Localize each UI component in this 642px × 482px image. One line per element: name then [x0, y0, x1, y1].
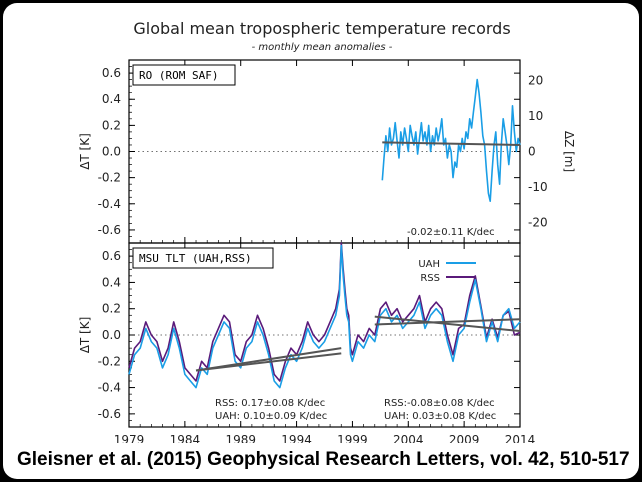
ro-trend-line [382, 141, 521, 146]
msu-series-uah-line [128, 244, 521, 389]
ro-ytick-label: -0.4 [98, 197, 121, 211]
msu-ytick-label: 0.4 [102, 275, 121, 289]
ro-ytick-label: 0.6 [102, 66, 121, 80]
xtick-label: 2004 [393, 433, 424, 443]
ro-panel-label-box [132, 64, 236, 86]
msu-ytick-label: 0.2 [102, 302, 121, 316]
uah-trend-late: UAH: 0.03±0.08 K/dec [384, 411, 496, 422]
ro-series-ro-line [381, 78, 521, 202]
chart-title: Global mean tropospheric temperature rec… [133, 19, 510, 38]
xtick-label: 1984 [170, 433, 201, 443]
msu-ytick-label: -0.2 [98, 354, 121, 368]
ro-ylabel: ΔT [K] [78, 133, 92, 170]
ro-ytick-label: 0.0 [102, 145, 121, 159]
msu-ytick-label: -0.4 [98, 381, 121, 395]
msu-trend-line [374, 318, 521, 326]
xtick-label: 1999 [337, 433, 368, 443]
citation-text: Gleisner et al. (2015) Geophysical Resea… [17, 449, 630, 470]
msu-ytick-label: 0.6 [102, 249, 121, 263]
ro-ylabel-right: ΔZ [m] [562, 131, 576, 172]
ro-ytick-label: -0.6 [98, 223, 121, 237]
ro-ytick-right-label: -10 [528, 180, 548, 194]
xtick-label: 1994 [281, 433, 312, 443]
legend-label-uah: UAH [418, 259, 440, 270]
ro-ytick-label: -0.2 [98, 171, 121, 185]
uah-trend-early: UAH: 0.10±0.09 K/dec [215, 411, 327, 422]
msu-ytick-label: 0.0 [102, 328, 121, 342]
xtick-label: 2014 [505, 433, 536, 443]
ro-ytick-right-label: 20 [528, 73, 543, 87]
ro-panel-label: RO (ROM SAF) [139, 69, 218, 82]
ro-ytick-label: 0.4 [102, 92, 121, 106]
msu-trend-line [195, 352, 342, 372]
msu-panel-label: MSU TLT (UAH,RSS) [139, 252, 252, 265]
legend-label-rss: RSS [420, 273, 440, 284]
slide: Global mean tropospheric temperature rec… [3, 3, 639, 479]
ro-ytick-right-label: 0 [528, 145, 536, 159]
rss-trend-late: RSS:-0.08±0.08 K/dec [384, 398, 495, 409]
msu-panel-label-box [132, 247, 274, 269]
ro-ytick-right-label: 10 [528, 109, 543, 123]
rss-trend-early: RSS: 0.17±0.08 K/dec [215, 398, 325, 409]
temperature-chart: Global mean tropospheric temperature rec… [78, 19, 576, 443]
ro-trend-annotation: -0.02±0.11 K/dec [407, 227, 495, 238]
xtick-label: 1979 [114, 433, 145, 443]
xtick-label: 1989 [225, 433, 256, 443]
xtick-label: 2009 [449, 433, 480, 443]
msu-trend-line [374, 315, 521, 333]
ro-ytick-label: 0.2 [102, 118, 121, 132]
ro-ytick-right-label: -20 [528, 216, 548, 230]
chart-subtitle: - monthly mean anomalies - [252, 42, 393, 53]
msu-ylabel: ΔT [K] [78, 317, 92, 354]
msu-ytick-label: -0.6 [98, 407, 121, 421]
